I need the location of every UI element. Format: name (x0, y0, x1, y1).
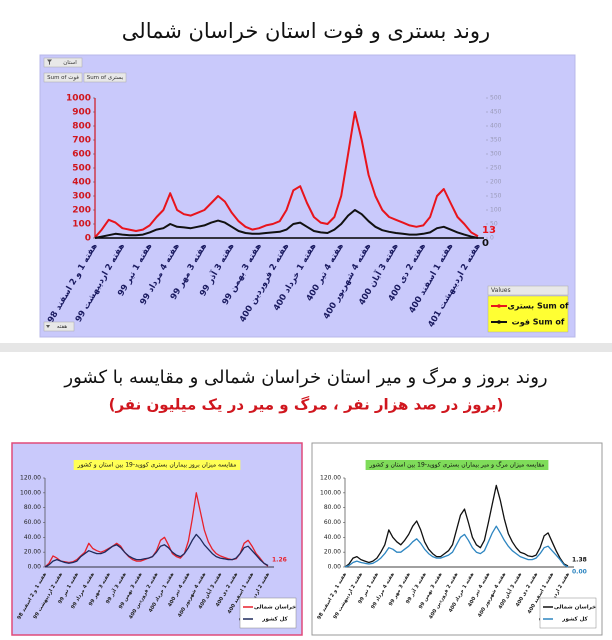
y-tick-label: 20.00 (324, 549, 341, 556)
y-tick-label: 60.00 (24, 519, 41, 526)
legend-header (487, 285, 569, 296)
y2-tick-label: 50 (490, 221, 498, 228)
field-button[interactable] (83, 72, 127, 83)
dropdown-icon (46, 325, 50, 328)
data-label: 0 (482, 238, 489, 249)
series-line (94, 111, 479, 238)
y-tick-label: 100.00 (20, 489, 41, 496)
y2-tick-label: 200 (490, 179, 502, 186)
legend-box (539, 597, 597, 629)
y2-tick-label: 100 (490, 207, 502, 214)
y-tick-label: 1000 (66, 94, 91, 104)
chart-panel (39, 54, 576, 338)
y-tick-label: 900 (72, 108, 91, 118)
y-tick-label: 300 (72, 192, 91, 202)
separator (0, 343, 612, 352)
legend-marker (497, 304, 501, 308)
section-title: روند بروز و مرگ و میر استان خراسان شمالی… (63, 367, 547, 388)
y2-tick-label: 400 (490, 123, 502, 130)
page-title: روند بستری و فوت استان خراسان شمالی (122, 19, 490, 43)
y-tick-label: 100 (72, 220, 91, 230)
legend-label: خراسان شمالی (554, 605, 596, 611)
field-button-label: هفته (57, 324, 67, 330)
legend-box (487, 295, 569, 333)
y-tick-label: 0.00 (28, 564, 42, 571)
y-tick-label: 100.00 (320, 489, 341, 496)
series-line (344, 484, 569, 568)
y-tick-label: 800 (72, 122, 91, 132)
y-tick-label: 80.00 (324, 504, 341, 511)
y-tick-label: 500 (72, 164, 91, 174)
legend-marker (497, 320, 501, 324)
chart-title-box (73, 460, 241, 470)
data-label: 0.00 (572, 569, 587, 576)
y2-tick-label: 450 (490, 109, 502, 116)
legend-label: کل کشور (561, 616, 588, 623)
legend-label: کل کشور (261, 616, 288, 623)
legend-title: Values (491, 287, 511, 294)
field-button-label: Sum of فوت (47, 75, 79, 81)
y2-tick-label: 350 (490, 137, 502, 144)
y2-tick-label: 150 (490, 193, 502, 200)
y2-tick-label: 250 (490, 165, 502, 172)
y-tick-label: 200 (72, 206, 91, 216)
chart-title: مقایسه میزان بروز بیماران بستری کووید-19… (77, 462, 237, 469)
data-label: 1.38 (572, 556, 587, 563)
y-tick-label: 40.00 (24, 534, 41, 541)
data-label: 1.26 (272, 557, 287, 564)
series-line (44, 533, 269, 568)
y-tick-label: 40.00 (324, 534, 341, 541)
chart-title-box (365, 460, 549, 470)
y2-tick-label: 500 (490, 95, 502, 102)
y-tick-label: 60.00 (324, 519, 341, 526)
section-subtitle: (بروز در صد هزار نفر ، مرگ و میر در یک م… (109, 396, 504, 414)
legend-label: Sum of فوت (512, 318, 565, 327)
filter-button-label: استان (63, 60, 77, 66)
y2-tick-label: 0 (490, 235, 494, 242)
y-tick-label: 0.00 (328, 564, 342, 571)
y-tick-label: 20.00 (24, 549, 41, 556)
y-tick-label: 700 (72, 136, 91, 146)
filter-icon (47, 59, 52, 65)
y-tick-label: 80.00 (24, 504, 41, 511)
legend-label: خراسان شمالی (254, 605, 296, 611)
y2-tick-label: 300 (490, 151, 502, 158)
chart-title: مقایسه میزان مرگ و میر بیماران بستری کوو… (369, 460, 545, 469)
filter-button[interactable] (43, 57, 83, 68)
series-line (94, 209, 479, 239)
y-tick-label: 120.00 (20, 475, 41, 482)
field-button[interactable] (43, 321, 75, 332)
y-tick-label: 120.00 (320, 475, 341, 482)
legend-label: Sum of بستری (507, 302, 569, 311)
y-tick-label: 0 (85, 234, 91, 244)
legend-box (239, 597, 297, 629)
field-button-label: Sum of بستری (87, 75, 124, 81)
series-line (344, 525, 569, 568)
field-button[interactable] (43, 72, 83, 83)
y-tick-label: 400 (72, 178, 91, 188)
data-label: 13 (482, 225, 496, 236)
y-tick-label: 600 (72, 150, 91, 160)
